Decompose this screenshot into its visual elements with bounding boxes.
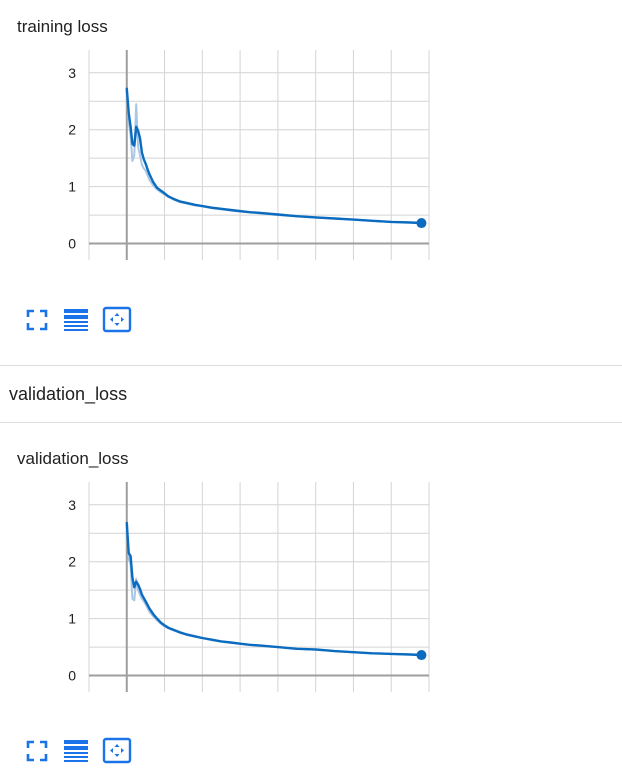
data-table-icon[interactable] — [61, 305, 91, 335]
validation-loss-card-title: validation_loss — [17, 449, 129, 468]
y-tick-label: 0 — [68, 236, 76, 252]
y-tick-label: 1 — [68, 611, 76, 627]
y-tick-label: 2 — [68, 122, 76, 138]
training-loss-chart[interactable]: 0123020406080100120140 — [0, 0, 622, 260]
last-point-marker — [416, 650, 427, 661]
smoothed-loss-line — [125, 87, 423, 225]
validation-section-header[interactable]: validation_loss — [0, 365, 622, 423]
fullscreen-icon[interactable] — [22, 736, 52, 766]
y-tick-label: 3 — [68, 497, 76, 513]
validation-section-header-label: validation_loss — [9, 384, 128, 404]
y-tick-label: 0 — [68, 668, 76, 684]
training-loss-card-title: training loss — [17, 17, 108, 36]
raw-loss-line — [125, 526, 423, 656]
y-tick-label: 3 — [68, 65, 76, 81]
data-table-icon[interactable] — [61, 736, 91, 766]
y-tick-label: 2 — [68, 554, 76, 570]
validation-loss-chart[interactable]: 0123020406080100120140 — [0, 432, 622, 692]
fullscreen-icon[interactable] — [22, 305, 52, 335]
fit-domain-icon[interactable] — [102, 305, 132, 335]
chart-svg: 0123020406080100120140 — [68, 50, 430, 260]
y-tick-label: 1 — [68, 179, 76, 195]
last-point-marker — [416, 218, 427, 229]
fit-domain-icon[interactable] — [102, 736, 132, 766]
smoothed-loss-line — [125, 521, 423, 657]
chart-svg: 0123020406080100120140 — [68, 482, 430, 692]
